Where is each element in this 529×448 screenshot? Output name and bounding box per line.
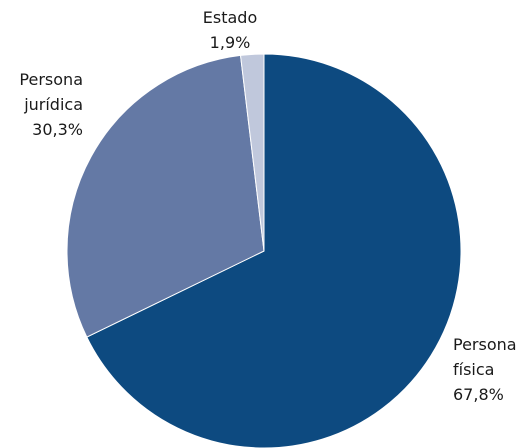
slice bbox=[239, 53, 265, 252]
value-label: 67,8% bbox=[453, 385, 504, 404]
slice bbox=[86, 53, 462, 448]
value-label: 30,3% bbox=[32, 120, 83, 139]
value-label: 1,9% bbox=[209, 33, 251, 52]
slice-label: Persona jurídica 30,3% bbox=[8, 67, 83, 142]
slice-label: Persona física 67,8% bbox=[453, 332, 528, 407]
slice bbox=[66, 54, 265, 338]
category-label: Persona física bbox=[453, 335, 517, 379]
category-label: Persona jurídica bbox=[19, 70, 83, 114]
category-label: Estado bbox=[202, 8, 258, 27]
slice-label: Estado 1,9% bbox=[180, 5, 280, 55]
